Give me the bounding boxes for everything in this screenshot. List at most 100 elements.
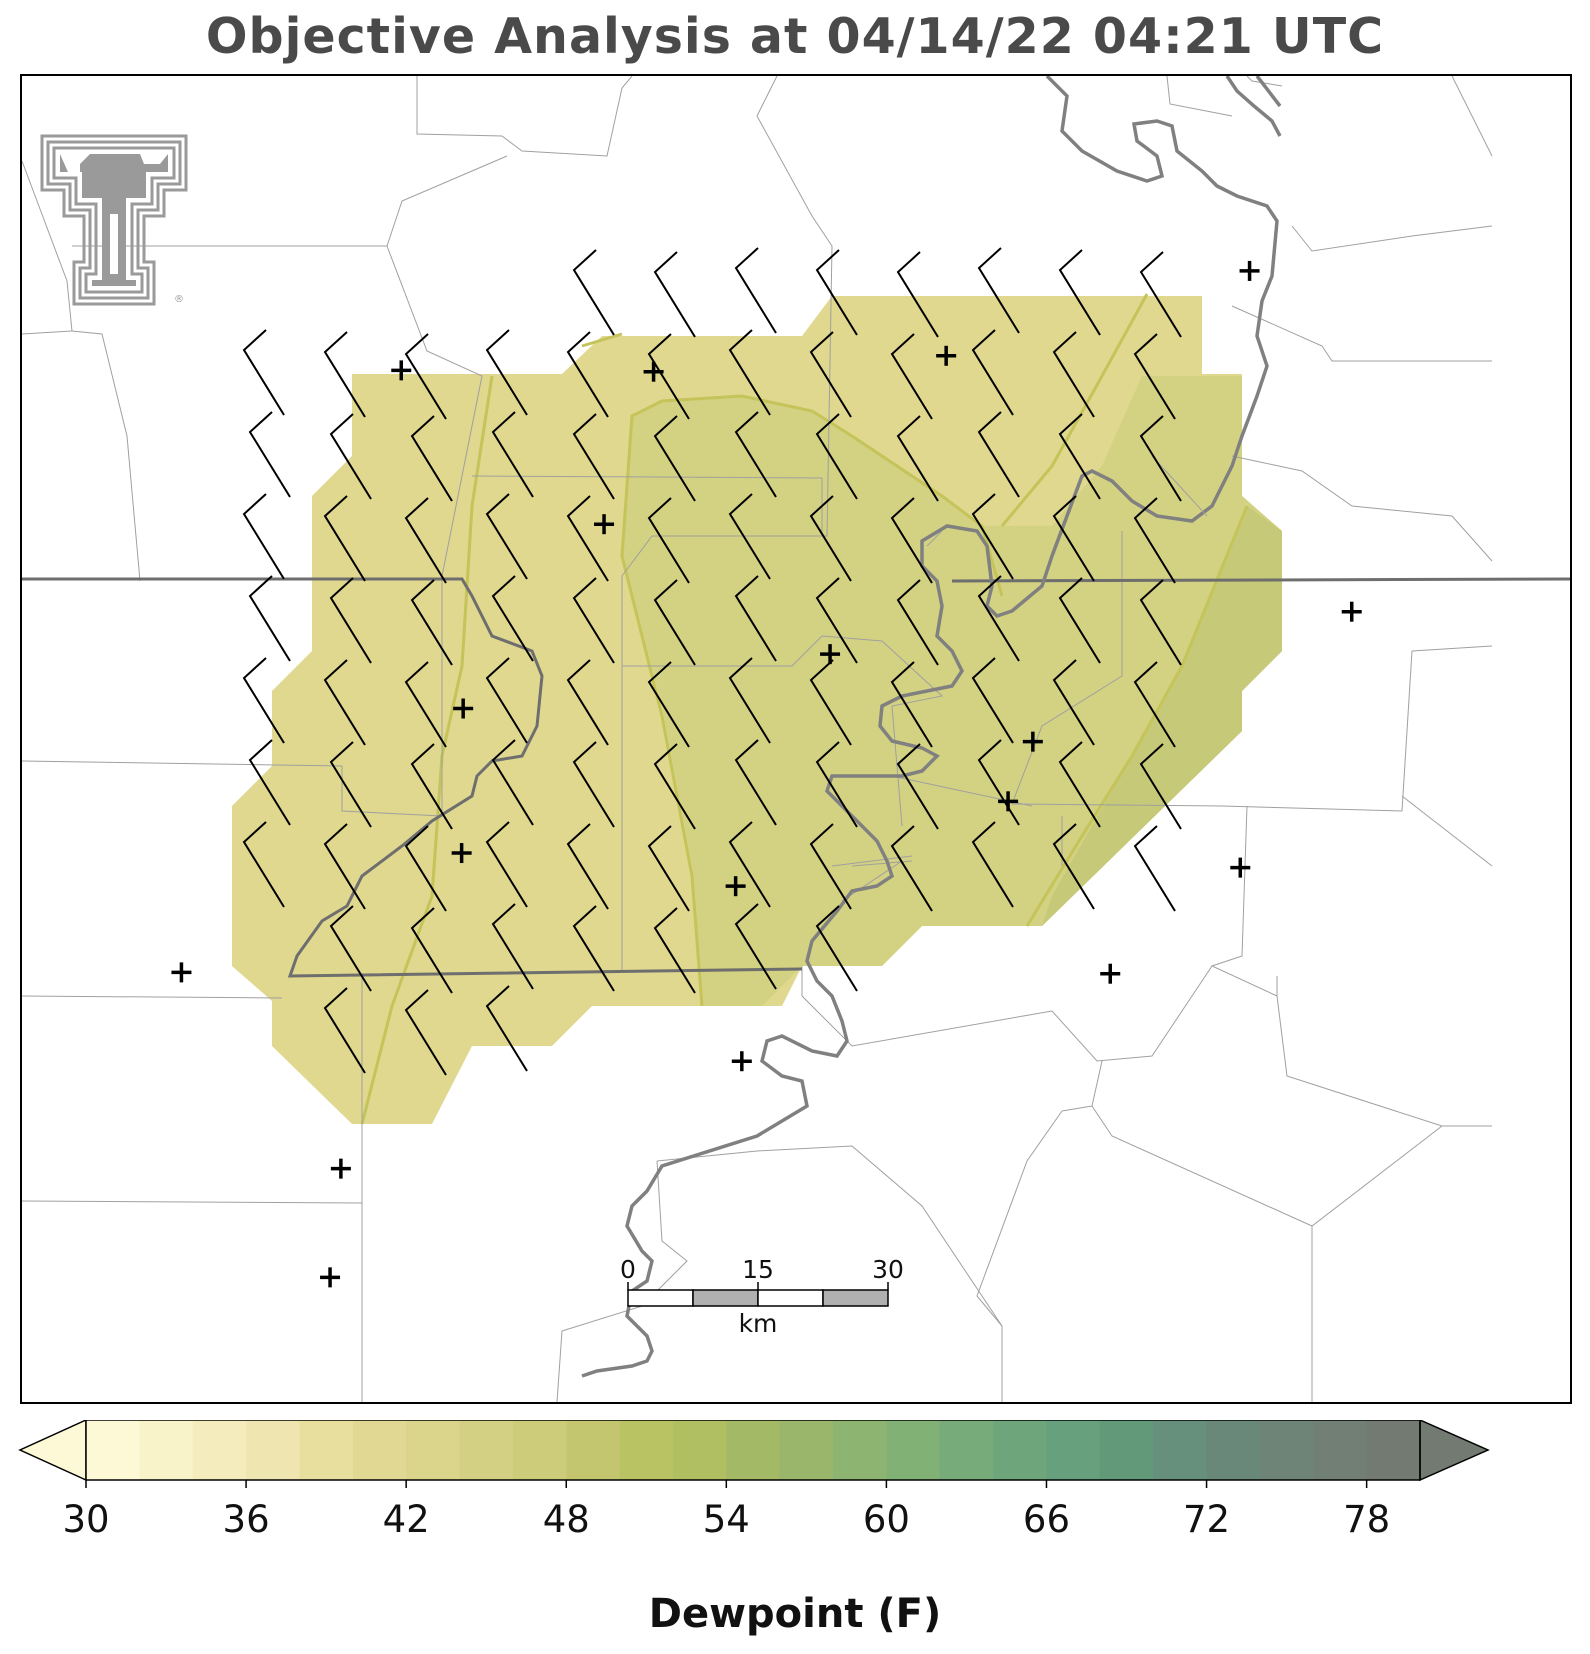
wind-barb (647, 333, 690, 420)
rivers (581, 76, 1282, 1378)
colorbar-tick-label: 48 (543, 1498, 590, 1541)
station-marker[interactable] (453, 698, 474, 719)
wind-barb (404, 333, 447, 420)
colorbar-bin (833, 1420, 887, 1480)
wind-barb (1058, 413, 1101, 500)
wind-barb (815, 905, 858, 992)
county-lines (22, 76, 1493, 1402)
station-marker[interactable] (1341, 601, 1362, 622)
station-marker[interactable] (998, 791, 1019, 812)
wind-barb (734, 575, 777, 662)
colorbar-bin (619, 1420, 674, 1480)
station-marker[interactable] (451, 843, 472, 864)
wind-barb (971, 493, 1014, 580)
contour-line (581, 332, 623, 348)
map-canvas[interactable]: ® 0 15 30 km (22, 76, 1570, 1402)
state-borders (22, 577, 1570, 978)
station-marker[interactable] (1100, 963, 1121, 984)
scale-label-15: 15 (742, 1255, 774, 1284)
station-marker[interactable] (643, 361, 664, 382)
wind-barb (896, 579, 939, 666)
colorbar-tick-label: 42 (383, 1498, 430, 1541)
station-marker[interactable] (725, 876, 746, 897)
wind-barb (329, 413, 372, 500)
wind-barb (323, 823, 366, 910)
colorbar-bin (939, 1420, 994, 1480)
colorbar-extend-high (1419, 1418, 1490, 1482)
station-marker[interactable] (330, 1158, 351, 1179)
colorbar-ticks: 30 36 42 48 54 60 66 72 78 (62, 1480, 1390, 1541)
station-marker[interactable] (171, 962, 192, 983)
dewpoint-fill-layer (232, 296, 1282, 1124)
wind-barb (977, 411, 1020, 498)
wind-barbs-layer (242, 247, 1182, 1076)
wind-barb (248, 739, 291, 826)
wind-barb (491, 575, 534, 662)
wind-barb (1139, 415, 1182, 502)
wind-barb (404, 825, 447, 912)
wind-barb (1052, 659, 1095, 746)
wind-barb (809, 331, 852, 418)
colorbar-bin (139, 1420, 194, 1480)
wind-barb (971, 821, 1014, 908)
wind-barb (890, 497, 933, 584)
state-line (951, 577, 1570, 583)
scale-segment (692, 1289, 759, 1307)
colorbar-bin (993, 1420, 1047, 1480)
wind-barb (815, 249, 858, 336)
wind-barb (896, 415, 939, 502)
wind-barb (323, 331, 366, 418)
wind-barb (572, 905, 615, 992)
wind-barb (404, 661, 447, 748)
wind-barb (809, 823, 852, 910)
station-marker[interactable] (1022, 731, 1043, 752)
wind-barb (896, 251, 939, 338)
map-panel[interactable]: ® 0 15 30 km (20, 74, 1572, 1404)
wind-barb (485, 329, 528, 416)
wind-barb (971, 329, 1014, 416)
station-marker[interactable] (391, 360, 412, 381)
scale-label-0: 0 (620, 1255, 636, 1284)
station-marker[interactable] (936, 345, 957, 366)
wind-barb (977, 739, 1020, 826)
wind-barb (404, 989, 447, 1076)
station-marker[interactable] (594, 514, 615, 535)
wind-barb (890, 661, 933, 748)
wind-barb (329, 741, 372, 828)
wind-barb (728, 821, 771, 908)
colorbar-tick-label: 78 (1343, 1498, 1390, 1541)
station-marker[interactable] (731, 1051, 752, 1072)
wind-barb (572, 577, 615, 664)
wind-barb (815, 577, 858, 664)
wind-barb (410, 907, 453, 994)
wind-barb (815, 413, 858, 500)
wind-barb (404, 497, 447, 584)
wind-barb (1052, 823, 1095, 910)
wind-barb (653, 743, 696, 830)
colorbar-tick-label: 36 (223, 1498, 270, 1541)
wind-barb (1133, 497, 1176, 584)
river (1225, 76, 1282, 137)
colorbar-bin (1366, 1420, 1421, 1480)
colorbar-tick-label: 60 (863, 1498, 910, 1541)
scale-bar: 0 15 30 km (620, 1255, 904, 1338)
station-marker[interactable] (1239, 260, 1260, 281)
colorbar-bin (86, 1420, 140, 1480)
wind-barb (815, 741, 858, 828)
station-marker[interactable] (1230, 857, 1251, 878)
scale-label-30: 30 (872, 1255, 904, 1284)
wind-barb (485, 493, 528, 580)
station-marker[interactable] (320, 1267, 341, 1288)
colorbar-bin (1259, 1420, 1314, 1480)
wind-barb (890, 333, 933, 420)
colorbar: 30 36 42 48 54 60 66 72 78 Dewpoint (F) (0, 1418, 1590, 1650)
colorbar-tick-label: 72 (1183, 1498, 1230, 1541)
wind-barb (1139, 579, 1182, 666)
station-marker[interactable] (820, 644, 841, 665)
wind-barb (728, 329, 771, 416)
scale-segment (822, 1289, 889, 1307)
wind-barb (329, 905, 372, 992)
colorbar-bin (779, 1420, 834, 1480)
wind-barb (566, 823, 609, 910)
wind-barb (566, 495, 609, 582)
